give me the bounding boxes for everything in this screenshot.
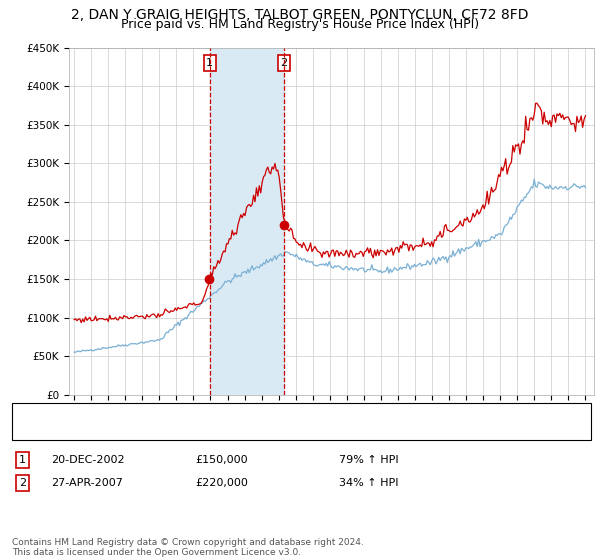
Text: 2, DAN Y GRAIG HEIGHTS, TALBOT GREEN, PONTYCLUN, CF72 8FD: 2, DAN Y GRAIG HEIGHTS, TALBOT GREEN, PO… bbox=[71, 8, 529, 22]
Text: 2: 2 bbox=[19, 478, 26, 488]
Text: Price paid vs. HM Land Registry's House Price Index (HPI): Price paid vs. HM Land Registry's House … bbox=[121, 18, 479, 31]
Text: 2: 2 bbox=[281, 58, 287, 68]
Text: 34% ↑ HPI: 34% ↑ HPI bbox=[339, 478, 398, 488]
Text: 1: 1 bbox=[19, 455, 26, 465]
Text: £220,000: £220,000 bbox=[195, 478, 248, 488]
Text: £150,000: £150,000 bbox=[195, 455, 248, 465]
Text: 20-DEC-2002: 20-DEC-2002 bbox=[51, 455, 125, 465]
Text: 2, DAN Y GRAIG HEIGHTS, TALBOT GREEN, PONTYCLUN, CF72 8FD (detached house): 2, DAN Y GRAIG HEIGHTS, TALBOT GREEN, PO… bbox=[60, 408, 529, 418]
Text: 1: 1 bbox=[206, 58, 213, 68]
Bar bbox=[210, 48, 284, 395]
Text: 79% ↑ HPI: 79% ↑ HPI bbox=[339, 455, 398, 465]
Text: Contains HM Land Registry data © Crown copyright and database right 2024.
This d: Contains HM Land Registry data © Crown c… bbox=[12, 538, 364, 557]
Text: 27-APR-2007: 27-APR-2007 bbox=[51, 478, 123, 488]
Text: HPI: Average price, detached house, Rhondda Cynon Taf: HPI: Average price, detached house, Rhon… bbox=[60, 424, 374, 435]
